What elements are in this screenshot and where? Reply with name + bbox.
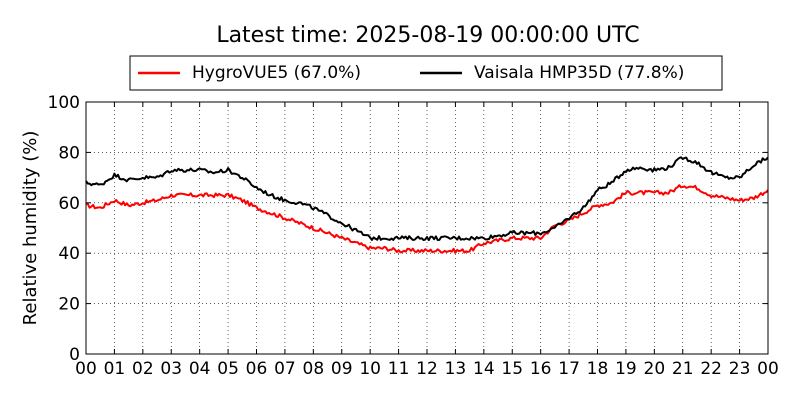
axis-ticks: 0 20 40 60 80 100 00 01 02 03 04 05 06 07 08 09 10 11 12 13… (48, 93, 779, 379)
y-axis-label: Relative humidity (%) (20, 131, 41, 326)
x-tick-label: 23 (729, 359, 751, 379)
series-line-hygrovue5 (85, 184, 769, 254)
x-tick-label: 11 (388, 359, 410, 379)
x-tick-label: 08 (303, 359, 325, 379)
x-tick-label: 06 (246, 359, 268, 379)
x-tick-label: 00 (75, 359, 97, 379)
x-tick-label: 07 (274, 359, 296, 379)
y-tick-label: 80 (58, 143, 80, 163)
x-tick-label: 13 (445, 359, 467, 379)
x-tick-label: 00 (757, 359, 779, 379)
x-tick-label: 17 (558, 359, 580, 379)
x-tick-label: 02 (132, 359, 154, 379)
y-tick-label: 60 (58, 194, 80, 214)
x-tick-label: 04 (189, 359, 211, 379)
x-tick-label: 21 (672, 359, 694, 379)
x-tick-label: 05 (217, 359, 239, 379)
grid (86, 102, 768, 354)
y-tick-label: 40 (58, 244, 80, 264)
legend-label-hygrovue5: HygroVUE5 (67.0%) (192, 63, 361, 83)
x-tick-label: 10 (359, 359, 381, 379)
y-tick-label: 100 (48, 93, 80, 113)
x-tick-label: 18 (587, 359, 609, 379)
x-tick-label: 12 (416, 359, 438, 379)
plot-frame (85, 101, 769, 355)
x-tick-label: 03 (160, 359, 182, 379)
x-tick-label: 22 (700, 359, 722, 379)
x-tick-label: 15 (501, 359, 523, 379)
x-tick-label: 20 (644, 359, 666, 379)
x-tick-label: 09 (331, 359, 353, 379)
x-tick-label: 01 (104, 359, 126, 379)
x-tick-label: 19 (615, 359, 637, 379)
chart-title: Latest time: 2025-08-19 00:00:00 UTC (216, 23, 639, 48)
legend-label-vaisala: Vaisala HMP35D (77.8%) (474, 63, 684, 83)
x-tick-label: 14 (473, 359, 495, 379)
series-line-vaisala (85, 156, 769, 242)
legend: HygroVUE5 (67.0%) Vaisala HMP35D (77.8%) (129, 55, 723, 91)
x-tick-label: 16 (530, 359, 552, 379)
y-tick-label: 20 (58, 295, 80, 315)
series-group (85, 156, 769, 254)
y-tick-label: 0 (69, 345, 80, 365)
